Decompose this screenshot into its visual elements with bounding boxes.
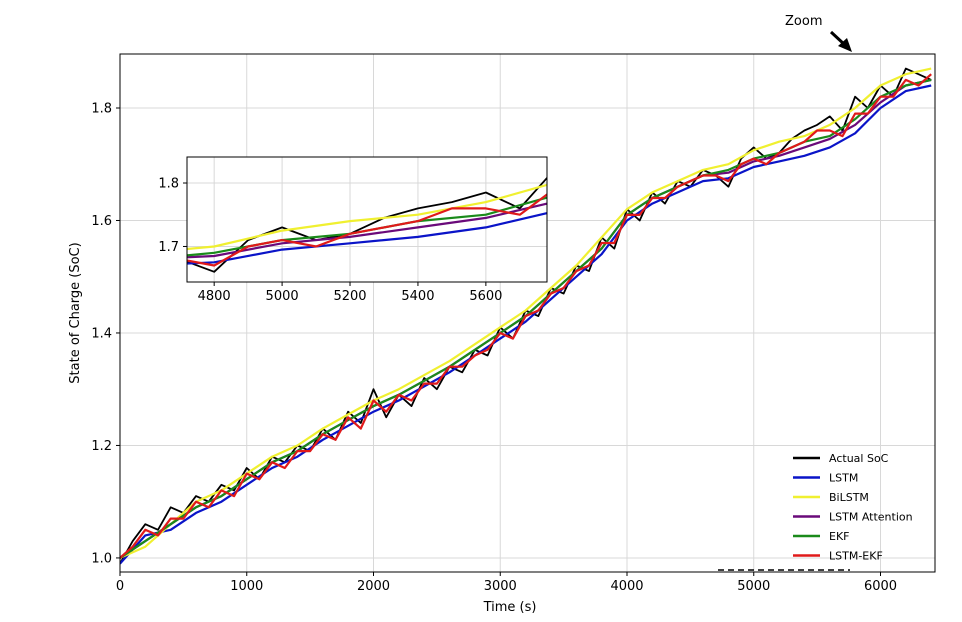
inset-y-tick-label: 1.7: [158, 240, 179, 255]
inset-x-tick-label: 4800: [198, 289, 231, 304]
x-tick-label: 3000: [484, 579, 517, 594]
x-tick-label: 1000: [230, 579, 263, 594]
zoom-arrow-icon: [829, 30, 852, 52]
legend-label-lstm: LSTM: [829, 472, 858, 485]
series-line-lstm: [120, 84, 932, 565]
x-tick-label: 0: [116, 579, 124, 594]
inset-tick-labels: 4800 5000 5200 5400 5600 1.7 1.8: [158, 177, 502, 304]
inset-x-tick-label: 5400: [401, 289, 434, 304]
inset-x-tick-label: 5200: [333, 289, 366, 304]
y-tick-label: 1.6: [91, 214, 112, 229]
y-tick-label: 1.2: [91, 439, 112, 454]
x-tick-label: 2000: [357, 579, 390, 594]
inset-series-line-bilstm: [187, 183, 547, 251]
inset-series-line-lstm-ekf: [187, 193, 547, 267]
x-tick-label: 6000: [864, 579, 897, 594]
y-axis-label: State of Charge (SoC): [68, 242, 83, 383]
inset-series-line-lstm: [187, 212, 547, 265]
inset-zoom-plot: 4800 5000 5200 5400 5600 1.7 1.8: [158, 156, 548, 304]
legend-label-lstm-attention: LSTM Attention: [829, 511, 913, 524]
main-tick-labels: 0 1000 2000 3000 4000 5000 6000 1.0 1.2 1.4 1.6 1.8: [91, 102, 897, 594]
series-line-lstm-ekf: [120, 73, 932, 559]
series-line-ekf: [120, 78, 932, 559]
x-tick-label: 4000: [610, 579, 643, 594]
series-line-lstm-attention: [120, 78, 932, 559]
x-tick-label: 5000: [737, 579, 770, 594]
y-tick-label: 1.8: [91, 102, 112, 117]
x-axis-label: Time (s): [483, 600, 537, 615]
inset-x-tick-label: 5600: [469, 289, 502, 304]
y-tick-label: 1.0: [91, 551, 112, 566]
inset-series-line-lstm-attention: [187, 202, 547, 259]
main-axes-frame: [119, 53, 936, 573]
legend-label-ekf: EKF: [829, 530, 850, 543]
legend-label-actual-soc: Actual SoC: [829, 452, 889, 465]
inset-frame: [186, 156, 548, 283]
legend-label-lstm-ekf: LSTM-EKF: [829, 550, 883, 563]
y-tick-label: 1.4: [91, 327, 112, 342]
series-line-bilstm: [120, 67, 932, 559]
inset-series-lines: [187, 176, 547, 273]
inset-y-tick-label: 1.8: [158, 177, 179, 192]
legend: Actual SoC LSTM BiLSTM LSTM Attention EKF LST…: [793, 452, 913, 563]
main-series-lines: [120, 67, 932, 565]
legend-label-bilstm: BiLSTM: [829, 491, 869, 504]
zoom-annotation: Zoom: [785, 14, 822, 29]
inset-x-tick-label: 5000: [266, 289, 299, 304]
